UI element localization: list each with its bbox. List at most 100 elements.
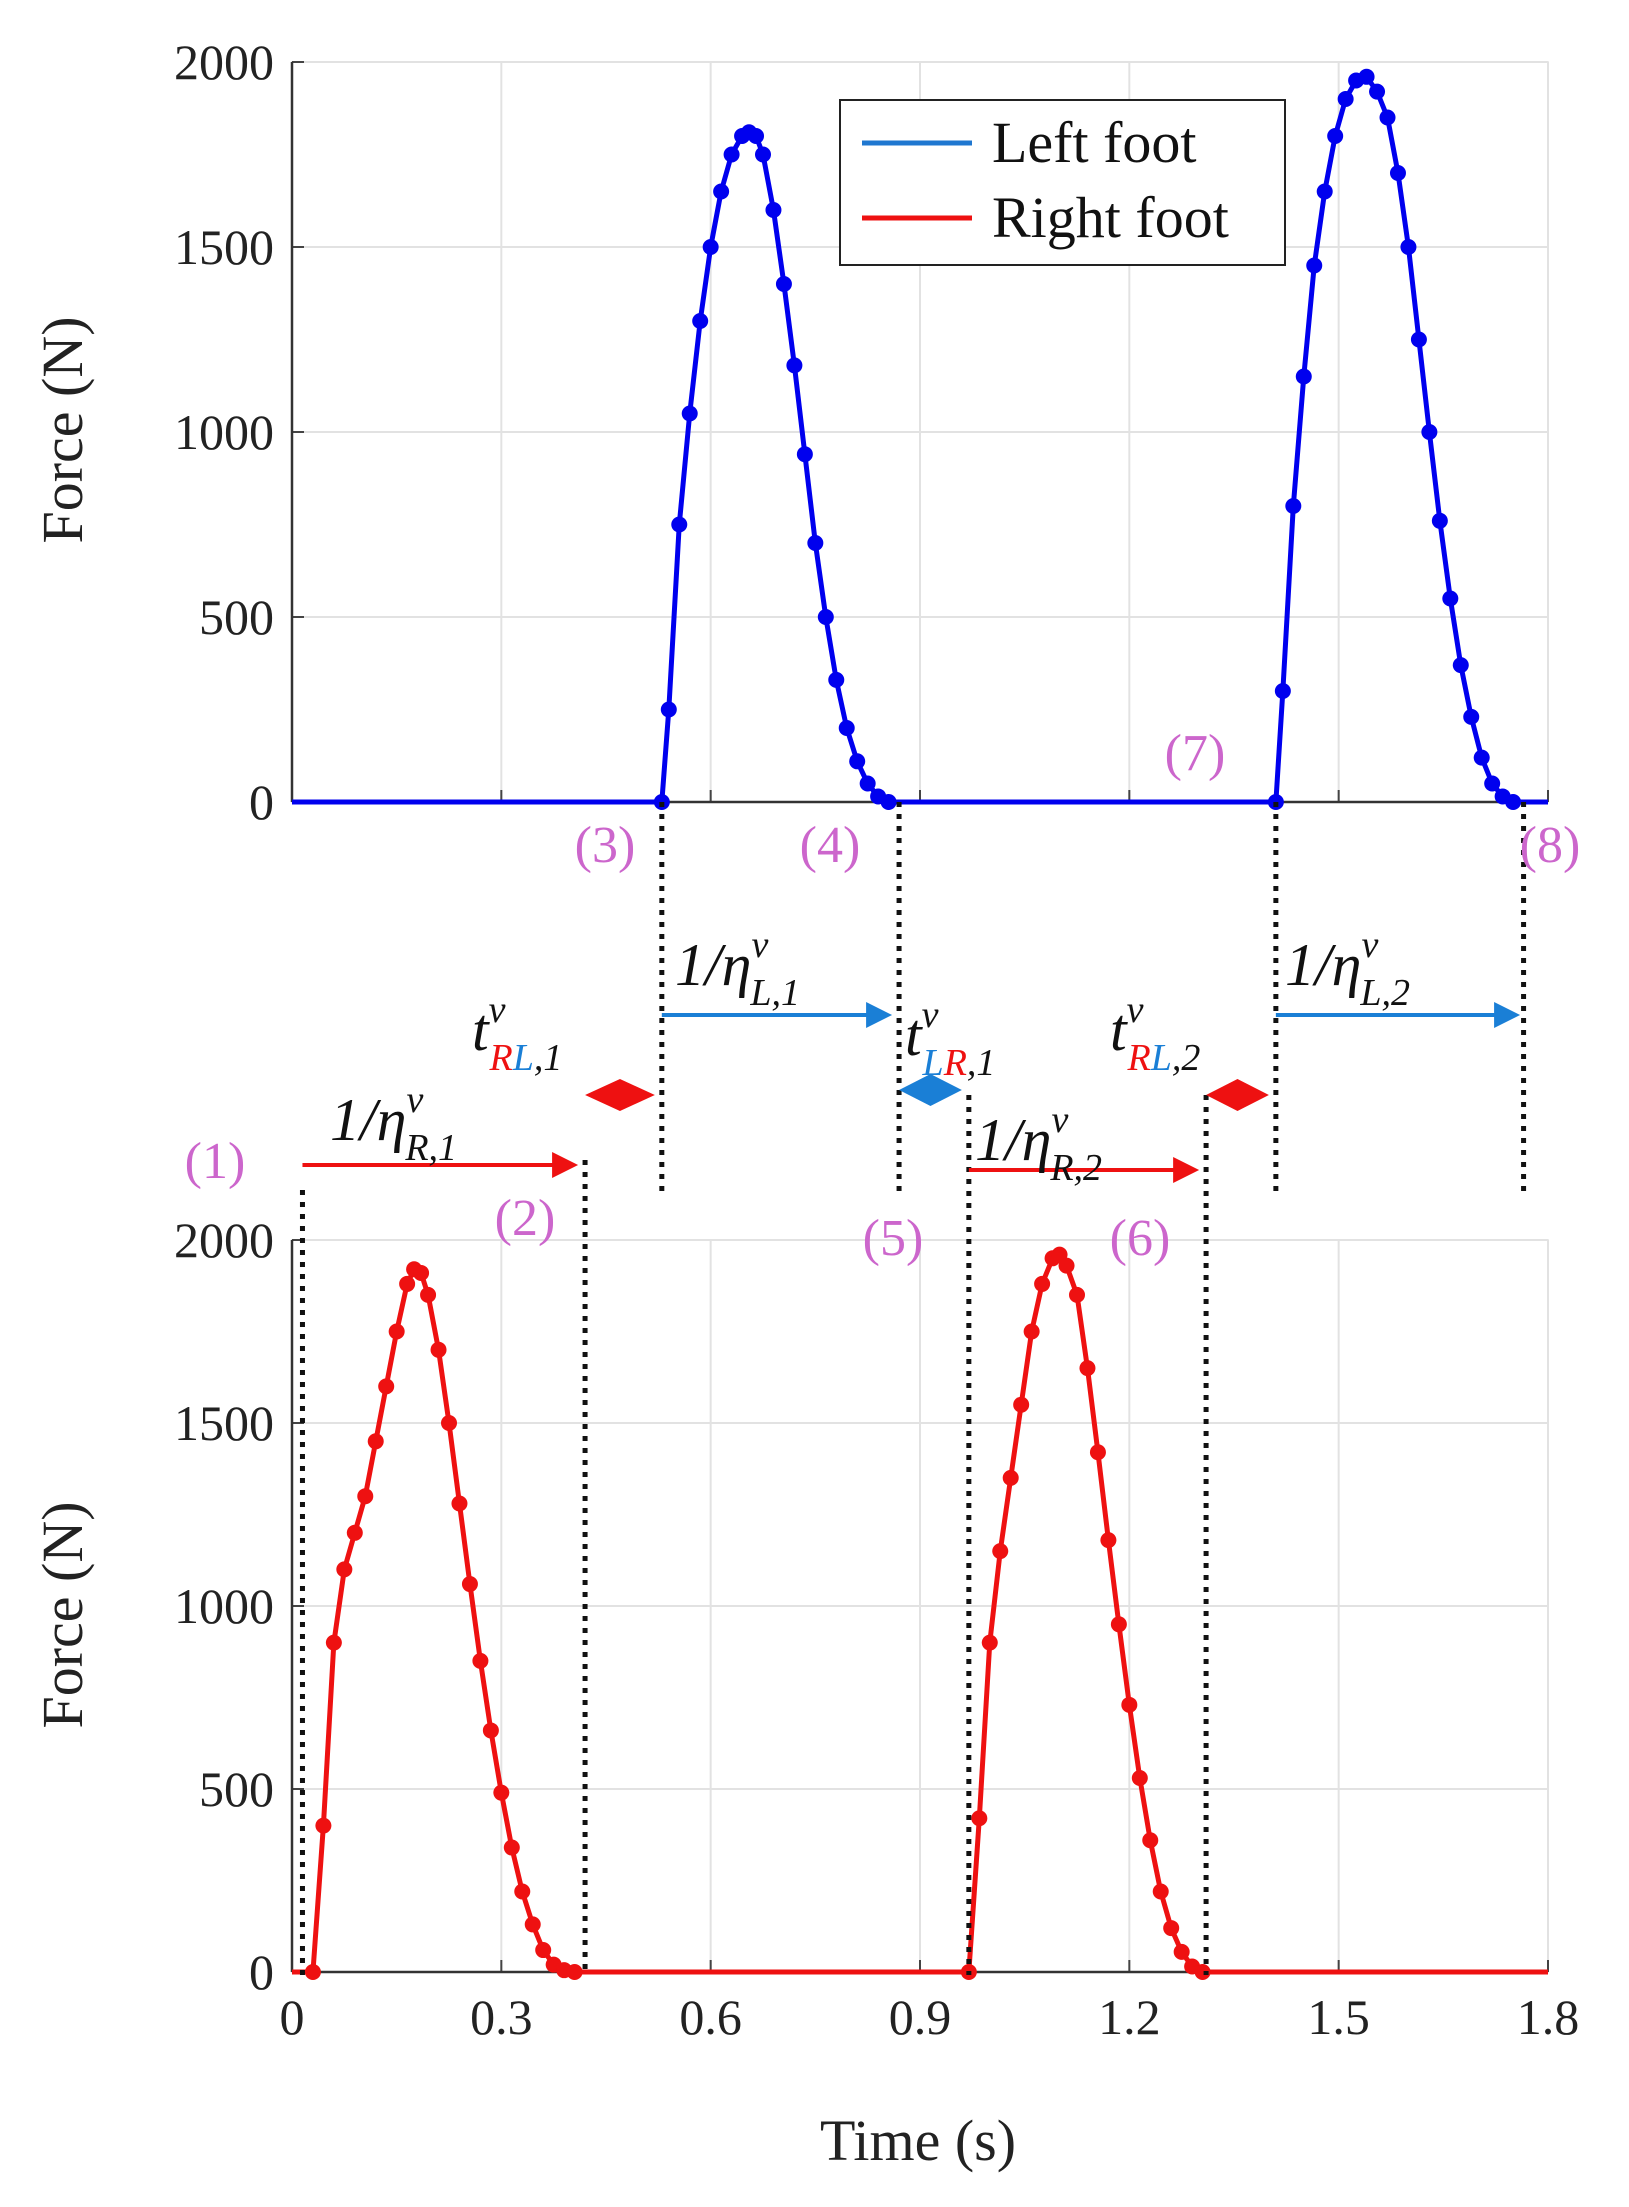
- data-point: [1285, 498, 1302, 514]
- y-tick-label: 2000: [174, 1212, 274, 1268]
- y-tick-label: 1000: [174, 1578, 274, 1634]
- legend-box: [839, 99, 1286, 266]
- data-point: [692, 313, 709, 329]
- data-point: [838, 720, 855, 736]
- data-point: [1306, 257, 1323, 274]
- legend-label-right: Right foot: [992, 185, 1229, 250]
- data-point: [1431, 512, 1448, 529]
- interval-label: 1/ηv L,1: [675, 924, 800, 1014]
- interval-arrow-r2-head: [1173, 1157, 1200, 1183]
- interval-arrow-l1-head: [866, 1002, 893, 1028]
- data-point: [461, 1576, 478, 1593]
- data-point: [828, 671, 845, 688]
- data-point: [755, 146, 771, 163]
- x-tick-label: 1.5: [1307, 1989, 1370, 2045]
- data-point: [1410, 331, 1427, 348]
- data-point: [1327, 128, 1344, 144]
- data-point: [859, 775, 876, 792]
- y-tick-label: 0: [249, 774, 274, 830]
- data-point: [451, 1495, 468, 1512]
- data-point: [1069, 1286, 1085, 1303]
- data-point: [524, 1916, 541, 1933]
- data-point: [1421, 424, 1438, 440]
- marker-label: (3): [575, 817, 636, 874]
- data-point: [786, 357, 803, 374]
- data-point: [971, 1810, 988, 1827]
- data-point: [482, 1722, 499, 1739]
- marker-label: (1): [185, 1133, 246, 1190]
- data-point: [1452, 657, 1469, 674]
- data-point: [1013, 1396, 1030, 1413]
- data-point: [748, 128, 765, 144]
- data-point: [493, 1784, 510, 1801]
- marker-label: (4): [800, 817, 861, 874]
- data-point: [713, 183, 730, 200]
- x-tick-label: 0.9: [889, 1989, 952, 2045]
- data-point: [325, 1634, 342, 1651]
- lag-label: tv RL,2: [1110, 989, 1200, 1079]
- legend-label-left: Left foot: [992, 110, 1197, 175]
- interval-label: 1/ηv R,2: [975, 1099, 1102, 1189]
- data-point: [1295, 368, 1312, 385]
- data-point: [981, 1634, 998, 1651]
- data-point: [420, 1286, 437, 1303]
- lag-marker-rl2: [1206, 1079, 1269, 1111]
- data-point: [1389, 165, 1406, 181]
- annotations: (1) (2) (3) (4) (5) (6) (7) (8) 1/ηv R,1 1/ηv L,1 1/…: [185, 725, 1580, 1975]
- data-point: [1142, 1832, 1159, 1849]
- data-point: [1463, 708, 1480, 725]
- x-tick-label: 0: [280, 1989, 305, 2045]
- data-point: [765, 202, 782, 218]
- data-point: [1369, 83, 1386, 100]
- data-point: [503, 1839, 520, 1856]
- bottom-xlabel: Time (s): [820, 2108, 1016, 2173]
- data-point: [399, 1275, 416, 1292]
- data-point: [1100, 1532, 1117, 1549]
- marker-label: (6): [1110, 1210, 1171, 1267]
- data-point: [472, 1652, 489, 1669]
- data-point: [671, 516, 688, 533]
- data-point: [1089, 1444, 1106, 1461]
- interval-label: 1/ηv L,2: [1285, 924, 1410, 1014]
- data-point: [535, 1942, 552, 1959]
- data-point: [1358, 68, 1375, 85]
- data-point: [566, 1964, 583, 1980]
- data-point: [1484, 775, 1501, 792]
- data-point: [378, 1378, 395, 1395]
- marker-label: (7): [1165, 725, 1226, 782]
- lag-label: tv LR,1: [905, 994, 995, 1084]
- y-tick-label: 1000: [174, 404, 274, 460]
- interval-arrow-r1-head: [552, 1152, 579, 1178]
- data-point: [304, 1964, 321, 1980]
- data-point: [660, 701, 677, 718]
- data-point: [702, 239, 719, 255]
- data-point: [413, 1264, 430, 1281]
- data-point: [817, 609, 834, 625]
- interval-label: 1/ηv R,1: [330, 1079, 457, 1169]
- data-point: [1034, 1275, 1051, 1292]
- y-tick-label: 1500: [174, 1395, 274, 1451]
- data-point: [1274, 683, 1291, 699]
- data-point: [1505, 794, 1522, 810]
- marker-label: (5): [863, 1210, 924, 1267]
- data-point: [1473, 749, 1490, 766]
- data-point: [346, 1524, 363, 1541]
- y-tick-label: 0: [249, 1944, 274, 2000]
- data-point: [441, 1415, 457, 1431]
- data-point: [992, 1543, 1009, 1560]
- data-point: [1173, 1943, 1190, 1960]
- bottom-ylabel: Force (N): [30, 1501, 95, 1728]
- data-point: [1379, 109, 1396, 126]
- data-point: [514, 1883, 531, 1900]
- x-tick-label: 1.8: [1517, 1989, 1580, 2045]
- data-point: [775, 276, 792, 292]
- data-point: [357, 1488, 374, 1505]
- data-point: [849, 753, 866, 770]
- y-tick-label: 500: [199, 1761, 274, 1817]
- data-point: [1058, 1257, 1075, 1274]
- data-point: [1337, 91, 1354, 107]
- data-point: [1110, 1616, 1127, 1633]
- data-point: [796, 446, 813, 463]
- series-line-left-foot: [292, 74, 1548, 805]
- data-point: [388, 1323, 405, 1340]
